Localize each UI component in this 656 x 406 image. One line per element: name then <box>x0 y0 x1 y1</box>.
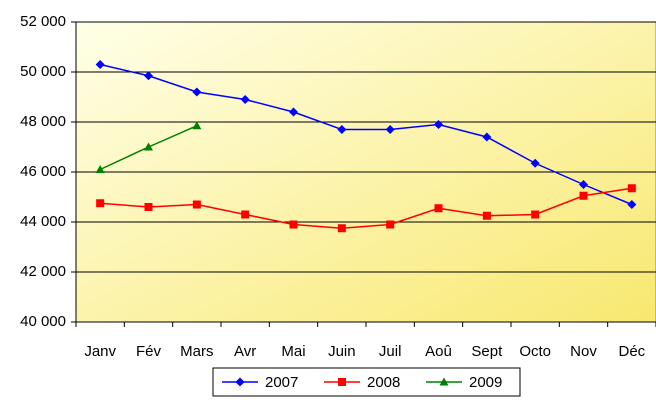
marker <box>289 107 298 117</box>
y-tick-label: 48 000 <box>20 113 66 130</box>
marker <box>95 165 105 173</box>
marker <box>144 203 153 211</box>
marker <box>95 60 105 69</box>
y-tick-label: 42 000 <box>20 263 66 280</box>
legend-label: 2007 <box>265 374 298 391</box>
marker <box>240 95 250 104</box>
x-tick-label: Sept <box>471 343 503 360</box>
x-tick-label: Janv <box>84 343 116 360</box>
legend-label: 2008 <box>367 374 400 391</box>
y-tick-label: 46 000 <box>20 163 66 180</box>
marker <box>386 220 395 229</box>
marker <box>192 121 202 130</box>
series-line <box>100 187 632 230</box>
marker <box>337 224 346 233</box>
marker <box>385 125 395 134</box>
marker <box>337 125 347 134</box>
x-tick-label: Fév <box>136 343 162 360</box>
marker <box>434 204 443 213</box>
x-tick-label: Avr <box>234 343 256 360</box>
marker <box>579 191 588 200</box>
x-tick-label: Mars <box>180 343 213 360</box>
marker <box>289 220 298 229</box>
x-tick-label: Octo <box>519 343 551 360</box>
y-tick-label: 52 000 <box>20 13 66 30</box>
marker <box>530 158 540 168</box>
marker <box>144 71 153 81</box>
marker <box>627 184 636 193</box>
x-tick-label: Juil <box>379 343 402 360</box>
marker <box>192 200 201 209</box>
x-tick-label: Aoû <box>425 343 452 360</box>
marker <box>241 210 250 219</box>
marker <box>434 120 443 129</box>
marker <box>579 180 588 189</box>
x-tick-label: Nov <box>570 343 597 360</box>
marker <box>482 211 491 220</box>
marker <box>531 210 540 219</box>
x-tick-label: Juin <box>328 343 356 360</box>
marker <box>192 87 202 97</box>
x-tick-label: Déc <box>618 343 645 360</box>
y-tick-label: 40 000 <box>20 313 66 330</box>
marker <box>144 142 153 151</box>
marker <box>235 377 245 387</box>
legend-box <box>212 367 521 397</box>
marker <box>338 378 346 386</box>
x-tick-label: Mai <box>281 343 305 360</box>
y-tick-label: 44 000 <box>20 213 66 230</box>
marker <box>96 199 105 208</box>
y-tick-label: 50 000 <box>20 63 66 80</box>
marker <box>627 200 637 209</box>
marker <box>482 132 492 142</box>
marker <box>439 377 449 386</box>
legend-label: 2009 <box>469 374 502 391</box>
series-line <box>99 63 633 206</box>
